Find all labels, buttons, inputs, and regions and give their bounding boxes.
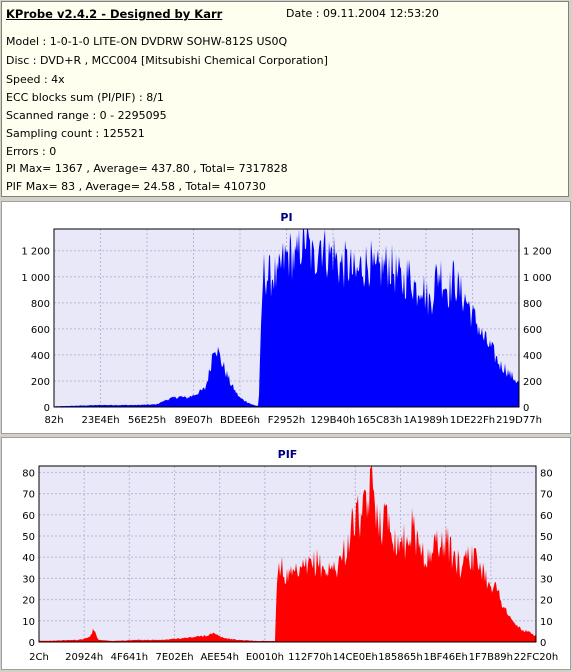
y-tick-label-left: 800 [31, 299, 50, 310]
y-tick-label-right: 200 [523, 377, 542, 388]
plot-frame [38, 465, 537, 643]
info-disc: Disc : DVD+R , MCC004 [Mitsubishi Chemic… [6, 54, 328, 67]
y-tick-label-right: 400 [523, 351, 542, 362]
y-tick-label-left: 60 [22, 511, 35, 522]
x-tick-label: 1F7B89h [469, 652, 513, 663]
y-tick-label-right: 60 [540, 511, 553, 522]
x-tick-label: 82h [44, 415, 63, 426]
pi-chart-panel: PI 0 0 200 200 400 400 600 600 800 800 1 000 1 000 1 … [1, 201, 571, 434]
info-range: Scanned range : 0 - 2295095 [6, 109, 167, 122]
pif-chart-panel: PIF 0 0 10 10 20 20 30 30 40 40 50 50 60 60 70 70 80 80 2Ch… [1, 437, 571, 670]
x-tick-label: 23E4Eh [81, 415, 119, 426]
y-tick-label-right: 10 [540, 617, 553, 628]
x-tick-label: 20924h [65, 652, 103, 663]
y-tick-label-right: 600 [523, 325, 542, 336]
y-tick-label-right: 800 [523, 299, 542, 310]
app-title: KProbe v2.4.2 - Designed by Karr [6, 7, 223, 21]
y-tick-label-left: 200 [31, 377, 50, 388]
y-tick-label-left: 40 [22, 553, 35, 564]
x-tick-label: F2952h [268, 415, 306, 426]
info-errors: Errors : 0 [6, 145, 57, 158]
plot-frame [53, 228, 520, 408]
info-panel: KProbe v2.4.2 - Designed by Karr Date : … [1, 1, 569, 197]
y-tick-label-left: 20 [22, 596, 35, 607]
x-tick-label: 1A1989h [404, 415, 449, 426]
y-tick-label-left: 10 [22, 617, 35, 628]
info-speed: Speed : 4x [6, 73, 65, 86]
info-pif-summary: PIF Max= 83 , Average= 24.58 , Total= 41… [6, 180, 266, 193]
x-tick-label: 7E02Eh [156, 652, 194, 663]
info-ecc: ECC blocks sum (PI/PIF) : 8/1 [6, 91, 164, 104]
y-tick-label-right: 0 [540, 638, 546, 649]
info-model: Model : 1-0-1-0 LITE-ON DVDRW SOHW-812S … [6, 35, 288, 48]
y-tick-label-left: 50 [22, 532, 35, 543]
x-tick-label: 112F70h [288, 652, 332, 663]
chart-title: PI [280, 211, 292, 224]
x-tick-label: 89E07h [174, 415, 212, 426]
x-tick-label: 1BF46Eh [423, 652, 467, 663]
y-tick-label-right: 70 [540, 490, 553, 501]
x-tick-label: 185865h [378, 652, 423, 663]
x-tick-label: BDEE6h [220, 415, 260, 426]
y-tick-label-left: 30 [22, 574, 35, 585]
x-tick-label: 56E25h [128, 415, 166, 426]
info-sampling: Sampling count : 125521 [6, 127, 145, 140]
x-tick-label: E0010h [246, 652, 284, 663]
x-tick-label: 4F641h [111, 652, 149, 663]
y-tick-label-left: 600 [31, 325, 50, 336]
y-tick-label-left: 0 [29, 638, 35, 649]
x-tick-label: 22FC20h [514, 652, 559, 663]
info-pi-summary: PI Max= 1367 , Average= 437.80 , Total= … [6, 162, 288, 175]
series-area [39, 466, 536, 642]
y-tick-label-right: 1 000 [523, 273, 552, 284]
x-tick-label: 14CE0Eh [333, 652, 378, 663]
y-tick-label-left: 400 [31, 351, 50, 362]
x-tick-label: 1DE22Fh [450, 415, 495, 426]
y-tick-label-left: 1 000 [21, 273, 50, 284]
y-tick-label-right: 0 [523, 403, 529, 414]
y-tick-label-right: 30 [540, 574, 553, 585]
y-tick-label-right: 20 [540, 596, 553, 607]
y-tick-label-left: 0 [44, 403, 50, 414]
scan-date: Date : 09.11.2004 12:53:20 [286, 7, 439, 20]
y-tick-label-left: 1 200 [21, 247, 50, 258]
y-tick-label-right: 1 200 [523, 247, 552, 258]
x-tick-label: 129B40h [310, 415, 355, 426]
x-tick-label: 2Ch [29, 652, 49, 663]
x-tick-label: AEE54h [200, 652, 239, 663]
chart-title: PIF [278, 448, 298, 461]
x-tick-label: 219D77h [496, 415, 542, 426]
y-tick-label-right: 50 [540, 532, 553, 543]
pi-chart: PI 0 0 200 200 400 400 600 600 800 800 1 000 1 000 1 … [21, 211, 552, 426]
y-tick-label-right: 80 [540, 468, 553, 479]
y-tick-label-right: 40 [540, 553, 553, 564]
x-tick-label: 165C83h [357, 415, 402, 426]
pif-chart: PIF 0 0 10 10 20 20 30 30 40 40 50 50 60 60 70 70 80 80 2Ch… [22, 448, 559, 663]
y-tick-label-left: 80 [22, 468, 35, 479]
y-tick-label-left: 70 [22, 490, 35, 501]
series-area [54, 229, 519, 407]
